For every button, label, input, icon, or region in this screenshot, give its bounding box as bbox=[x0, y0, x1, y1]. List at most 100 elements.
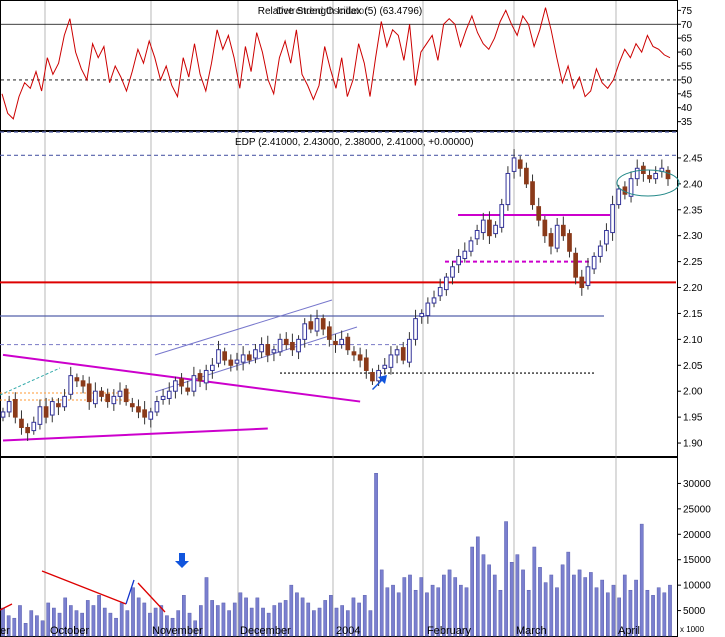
candle-body-4 bbox=[25, 426, 30, 434]
volume-bar-80 bbox=[453, 577, 458, 637]
arrow-up-right-icon bbox=[372, 375, 387, 390]
candle-88 bbox=[542, 215, 548, 243]
volume-bar-75 bbox=[425, 592, 429, 637]
volume-bar-109 bbox=[617, 597, 621, 637]
volume-bar-102 bbox=[577, 569, 582, 637]
volume-bar-44 bbox=[249, 607, 254, 637]
rsi-tick-label-0: 35 bbox=[681, 117, 693, 128]
volume-bar-63 bbox=[357, 602, 361, 637]
candle-77 bbox=[474, 224, 480, 246]
candle-1 bbox=[6, 395, 12, 418]
candle-body-60 bbox=[370, 372, 375, 382]
volume-bar-16 bbox=[91, 605, 96, 637]
volume-red-trend-1 bbox=[0, 603, 13, 611]
volume-bar-43 bbox=[244, 597, 248, 637]
candle-45 bbox=[277, 333, 283, 356]
candle-body-96 bbox=[591, 255, 597, 270]
volume-bar-20 bbox=[114, 617, 118, 637]
candle-body-69 bbox=[425, 302, 431, 317]
candle-27 bbox=[166, 382, 172, 405]
candle-73 bbox=[450, 261, 455, 285]
price-tick-label-3: 2.05 bbox=[683, 361, 703, 372]
volume-bar-98 bbox=[555, 587, 559, 637]
candle-body-36 bbox=[222, 351, 228, 361]
candle-body-38 bbox=[234, 359, 240, 364]
candle-20 bbox=[123, 384, 129, 406]
candle-59 bbox=[363, 349, 369, 379]
candle-body-48 bbox=[296, 338, 301, 353]
dashed-teal-line bbox=[0, 367, 61, 396]
candle-body-30 bbox=[185, 387, 191, 392]
candle-31 bbox=[191, 366, 197, 397]
volume-bar-89 bbox=[504, 521, 508, 637]
volume-bar-34 bbox=[193, 620, 198, 637]
volume-bar-65 bbox=[368, 610, 373, 637]
candle-17 bbox=[105, 388, 111, 408]
candle-body-62 bbox=[382, 364, 388, 369]
candle-57 bbox=[351, 346, 357, 362]
volume-bar-86 bbox=[487, 564, 491, 637]
rsi-tick-label-3: 50 bbox=[681, 75, 693, 86]
candle-body-58 bbox=[357, 354, 363, 361]
candle-body-20 bbox=[123, 388, 129, 403]
volume-bar-79 bbox=[447, 569, 452, 637]
candle-6 bbox=[37, 399, 43, 430]
candle-body-15 bbox=[93, 390, 98, 405]
volume-bar-68 bbox=[385, 587, 390, 637]
volume-bar-104 bbox=[589, 572, 593, 637]
volume-bar-14 bbox=[80, 612, 84, 637]
rsi-tick-label-6: 65 bbox=[681, 34, 693, 45]
candle-body-67 bbox=[413, 318, 418, 340]
volume-bar-41 bbox=[232, 602, 237, 637]
x-axis-labels: er October November December 2004 February Mar… bbox=[0, 625, 640, 637]
candle-99 bbox=[610, 195, 615, 241]
candle-58 bbox=[357, 347, 363, 368]
candle-body-73 bbox=[450, 266, 455, 278]
x-label-4: 2004 bbox=[336, 625, 360, 637]
candle-55 bbox=[339, 330, 345, 349]
volume-panel-frame bbox=[0, 457, 678, 637]
volume-bar-51 bbox=[289, 584, 294, 637]
candle-79 bbox=[487, 211, 492, 244]
candle-body-17 bbox=[105, 393, 111, 403]
candle-body-40 bbox=[246, 354, 252, 361]
month-separator-lines bbox=[44, 1, 617, 636]
candle-95 bbox=[585, 257, 591, 290]
candle-14 bbox=[86, 376, 92, 410]
candle-body-32 bbox=[197, 373, 203, 382]
candle-body-9 bbox=[56, 403, 61, 408]
volume-bar-71 bbox=[402, 577, 407, 637]
candle-body-93 bbox=[573, 252, 578, 278]
candle-49 bbox=[302, 318, 308, 348]
rsi-tick-label-4: 55 bbox=[681, 62, 693, 73]
volume-bar-111 bbox=[628, 589, 633, 637]
candle-body-56 bbox=[345, 336, 351, 351]
candle-76 bbox=[468, 236, 474, 257]
price-tick-label-0: 1.90 bbox=[683, 439, 703, 450]
x-label-3: December bbox=[240, 625, 291, 637]
candle-38 bbox=[234, 352, 240, 371]
candle-body-97 bbox=[597, 245, 603, 257]
candle-16 bbox=[99, 387, 104, 402]
candle-body-41 bbox=[253, 349, 258, 359]
volume-bar-77 bbox=[436, 587, 441, 637]
candle-body-3 bbox=[19, 418, 24, 428]
volume-bar-9 bbox=[52, 607, 56, 637]
volume-bar-7 bbox=[40, 620, 45, 637]
arrow-down-icon bbox=[175, 553, 189, 568]
price-panel-frame bbox=[0, 131, 678, 457]
candle-92 bbox=[567, 229, 572, 258]
candle-53 bbox=[326, 321, 332, 347]
volume-trend-lines bbox=[0, 570, 166, 613]
candle-body-2 bbox=[12, 398, 18, 418]
candle-44 bbox=[271, 345, 277, 362]
volume-bar-117 bbox=[662, 592, 667, 637]
volume-bar-24 bbox=[136, 597, 141, 637]
volume-bar-38 bbox=[215, 605, 220, 637]
candle-body-55 bbox=[339, 338, 345, 346]
candle-48 bbox=[296, 335, 301, 360]
volume-bar-23 bbox=[131, 587, 135, 637]
candle-body-78 bbox=[480, 219, 486, 234]
candle-72 bbox=[443, 273, 449, 296]
candle-body-53 bbox=[326, 326, 332, 340]
